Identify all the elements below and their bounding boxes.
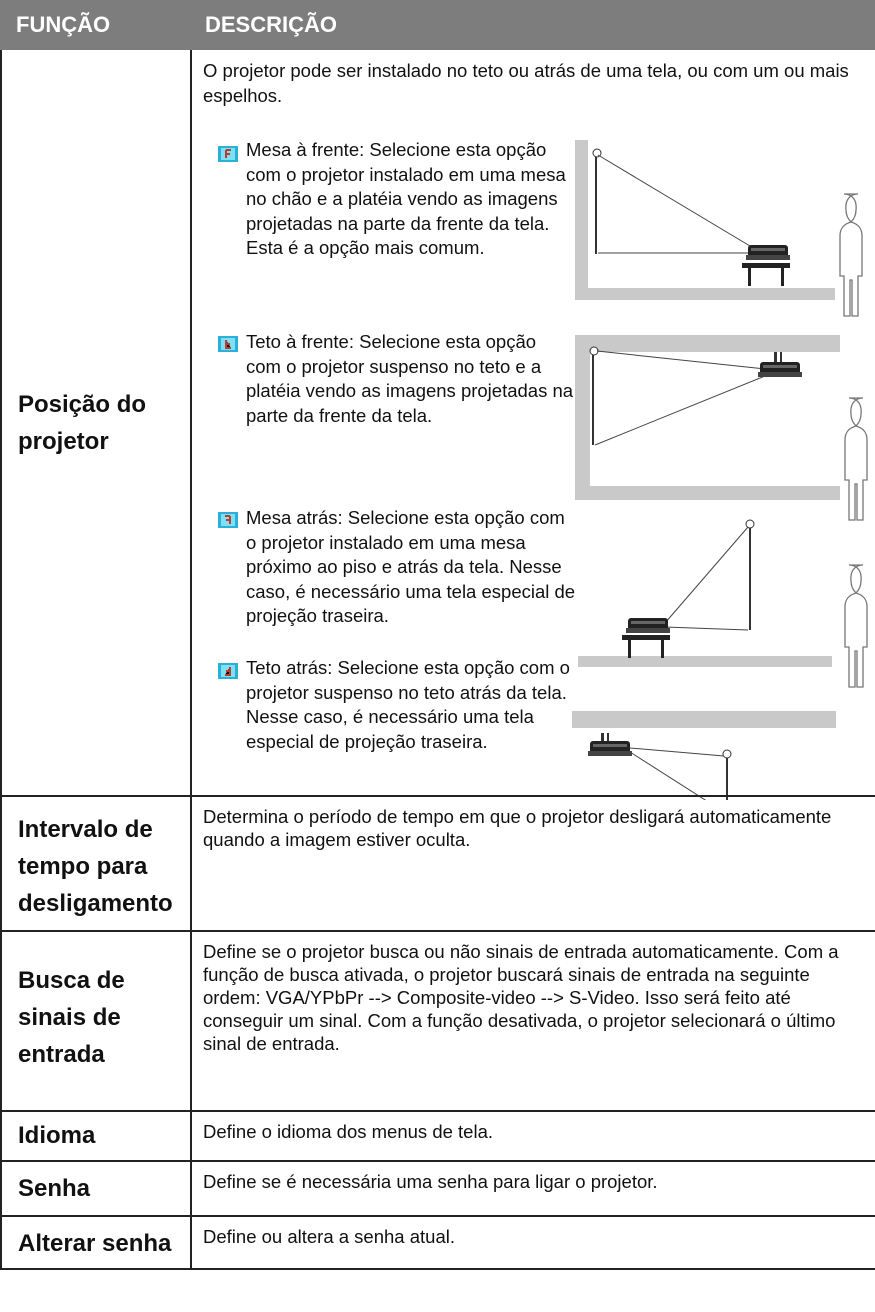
option-text: Mesa atrás: Selecione esta opção com o p…: [246, 507, 576, 626]
description: Define se o projetor busca ou não sinais…: [203, 941, 839, 1054]
function-label: Idioma: [0, 1112, 192, 1160]
description: Determina o período de tempo em que o pr…: [203, 806, 832, 850]
function-cell: Posição do projetor: [0, 50, 192, 795]
option-icon: [218, 663, 238, 679]
illustrations: [572, 140, 868, 800]
row: Senha Define se é necessária uma senha p…: [0, 1160, 875, 1215]
row: Alterar senha Define ou altera a senha a…: [0, 1215, 875, 1270]
function-label: Intervalo de tempo para desligamento: [0, 797, 192, 930]
description: Define o idioma dos menus de tela.: [203, 1121, 494, 1142]
header-function: FUNÇÃO: [16, 12, 111, 37]
option-icon: [218, 512, 238, 528]
function-label: Busca de sinais de entrada: [0, 932, 192, 1110]
option-text: Teto à frente: Selecione esta opção com …: [246, 331, 574, 426]
description: O projetor pode ser instalado no teto ou…: [203, 60, 849, 106]
function-label: Senha: [0, 1162, 192, 1215]
option-text: Teto atrás: Selecione esta opção com o p…: [246, 657, 570, 752]
header-description: DESCRIÇÃO: [205, 12, 338, 37]
row: Idioma Define o idioma dos menus de tela…: [0, 1110, 875, 1160]
description: Define se é necessária uma senha para li…: [203, 1171, 658, 1192]
function-label: Posição do projetor: [18, 390, 147, 455]
option-icon: [218, 336, 238, 352]
option-icon: [218, 146, 238, 162]
table-header: FUNÇÃO DESCRIÇÃO: [0, 0, 875, 50]
row: Posição do projetor O projetor pode ser …: [0, 50, 875, 795]
option-text: Mesa à frente: Selecione esta opção com …: [246, 139, 566, 258]
row: Intervalo de tempo para desligamento Det…: [0, 795, 875, 930]
description: Define ou altera a senha atual.: [203, 1226, 455, 1247]
function-label: Alterar senha: [0, 1217, 192, 1268]
row: Busca de sinais de entrada Define se o p…: [0, 930, 875, 1110]
